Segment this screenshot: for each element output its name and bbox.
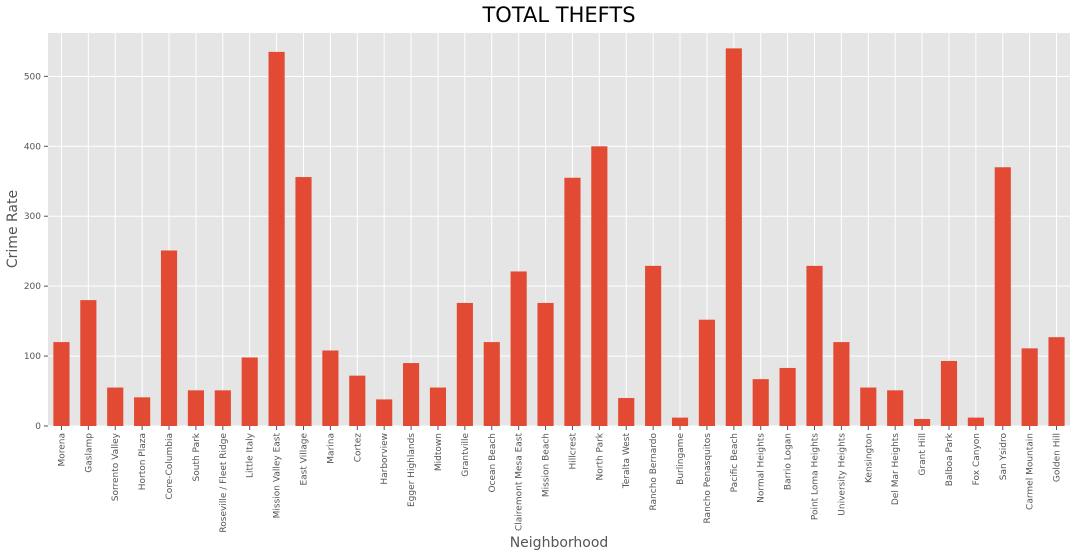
x-tick-label: Gaslamp [84, 433, 94, 473]
x-tick-label: Marina [326, 433, 336, 464]
bar [1021, 348, 1038, 426]
bar [698, 319, 715, 426]
bar [914, 419, 931, 426]
x-tick-label: Kensington [864, 433, 874, 483]
x-tick-label: Roseville / Fleet Ridge [219, 433, 229, 533]
x-tick-label: Grantville [461, 433, 471, 477]
x-tick-label: Midtown [434, 433, 444, 471]
x-tick-label: Rancho Bernardo [649, 433, 659, 511]
bar [779, 367, 796, 426]
y-tick-label: 100 [24, 352, 41, 362]
bar [833, 342, 850, 426]
x-tick-label: Normal Heights [757, 433, 767, 503]
x-tick-label: Mission Beach [542, 433, 552, 497]
x-tick-label: Core-Columbia [165, 433, 175, 500]
bar [80, 300, 97, 426]
bar [967, 417, 984, 426]
x-tick-label: Point Loma Heights [811, 433, 821, 520]
x-tick-label: Grant Hill [918, 433, 928, 476]
x-axis-label: Neighborhood [510, 535, 609, 551]
bar [403, 363, 420, 426]
bar [940, 360, 958, 426]
bar [537, 302, 554, 426]
bar [725, 48, 742, 427]
bar [806, 265, 823, 426]
x-tick-label: Burlingame [676, 433, 686, 485]
y-tick-label: 500 [24, 72, 41, 82]
x-tick-label: Balboa Park [945, 432, 955, 486]
x-tick-label: Harborview [380, 433, 390, 485]
bar [160, 250, 178, 426]
bars [53, 48, 1065, 427]
bar [591, 146, 608, 426]
bar [564, 177, 581, 426]
bar [295, 177, 312, 426]
x-tick-label: Teralta West [622, 433, 632, 490]
x-tick-label: University Heights [837, 433, 847, 516]
bar [887, 390, 904, 426]
bar [53, 342, 70, 426]
y-axis-ticks: 0 100 200 300 400 500 [24, 72, 48, 432]
x-tick-label: East Village [300, 433, 310, 486]
y-tick-label: 200 [24, 282, 41, 292]
x-axis-ticks: Morena Gaslamp Sorrento Valley Horton Plaza… [57, 426, 1063, 533]
bar [994, 167, 1011, 426]
plot-background [48, 33, 1070, 426]
bar [214, 390, 231, 426]
bar [429, 387, 447, 426]
y-tick-label: 400 [24, 142, 41, 152]
x-tick-label: Barrio Logan [784, 433, 794, 490]
x-tick-label: Carmel Mountain [1026, 433, 1036, 510]
y-tick-label: 300 [24, 212, 41, 222]
x-tick-label: Horton Plaza [138, 433, 148, 490]
bar [268, 51, 285, 426]
x-tick-label: Del Mar Heights [891, 433, 901, 505]
y-tick-label: 0 [35, 422, 41, 432]
bar [618, 398, 635, 426]
x-tick-label: Hillcrest [568, 433, 578, 470]
x-tick-label: North Park [595, 432, 605, 480]
bar [483, 342, 500, 426]
bar [241, 357, 258, 426]
x-tick-label: Rancho Penasquitos [703, 433, 713, 524]
bar [187, 390, 204, 426]
bar [645, 265, 662, 426]
x-tick-label: Golden Hill [1053, 433, 1063, 482]
x-tick-label: Ocean Beach [488, 433, 498, 493]
x-tick-label: Clairemont Mesa East [515, 433, 525, 531]
bar [752, 379, 769, 426]
bar [322, 350, 339, 426]
x-tick-label: Cortez [353, 433, 363, 463]
bar [134, 397, 151, 426]
bar [349, 375, 366, 426]
bar [456, 302, 473, 426]
x-tick-label: South Park [192, 432, 202, 481]
bar [671, 417, 689, 426]
x-tick-label: Little Italy [246, 432, 256, 478]
bar [860, 387, 877, 426]
bar [510, 271, 527, 426]
x-tick-label: Mission Valley East [273, 433, 283, 519]
x-tick-label: Pacific Beach [730, 433, 740, 492]
x-tick-label: San Ysidro [999, 433, 1009, 481]
chart-title: TOTAL THEFTS [481, 3, 635, 27]
x-tick-label: Egger Highlands [407, 433, 417, 507]
y-axis-label: Crime Rate [5, 190, 21, 268]
x-tick-label: Morena [57, 433, 67, 467]
bar [1048, 337, 1065, 426]
bar [107, 387, 124, 426]
x-tick-label: Sorrento Valley [111, 432, 121, 501]
x-tick-label: Fox Canyon [972, 433, 982, 485]
bar [376, 399, 393, 426]
